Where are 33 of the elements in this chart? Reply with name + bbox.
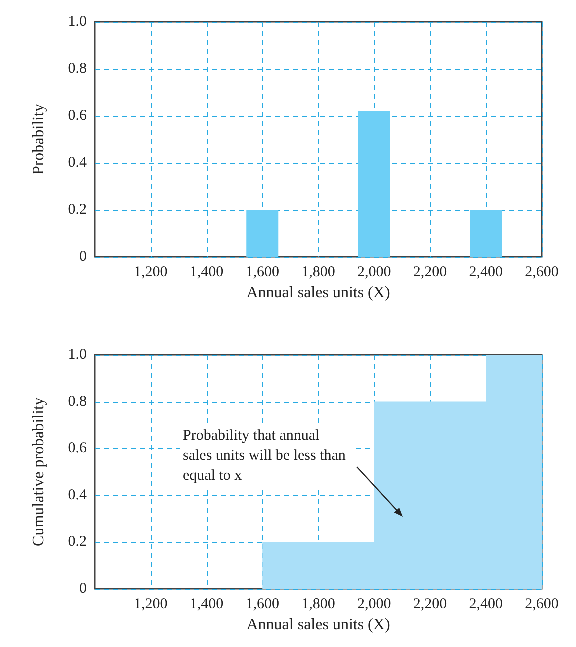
x-tick-label: 1,200 <box>134 596 168 612</box>
x-axis-title: Annual sales units (X) <box>246 616 390 634</box>
y-tick-label: 0.6 <box>68 440 88 457</box>
y-tick-label: 0.2 <box>68 202 87 218</box>
y-tick-label: 0.4 <box>68 487 88 504</box>
x-tick-label: 2,200 <box>413 264 448 280</box>
y-tick-label: 0.8 <box>68 394 87 410</box>
annotation: Probability that annual sales units will be less than equal to x <box>183 428 350 484</box>
x-tick-label: 1,800 <box>302 596 336 612</box>
y-tick-label: 1.0 <box>68 347 87 363</box>
x-tick-label: 2,400 <box>469 264 503 280</box>
x-tick-label: 2,000 <box>358 264 392 280</box>
y-tick-label: 0.4 <box>68 155 88 171</box>
y-tick-label: 0 <box>80 581 87 597</box>
x-tick-label: 2,000 <box>358 596 392 612</box>
y-tick-label: 0 <box>80 249 87 265</box>
y-tick-label: 0.2 <box>68 534 87 550</box>
x-tick-label: 2,400 <box>469 596 503 612</box>
y-tick-label: 0.6 <box>68 108 88 124</box>
x-tick-label: 1,600 <box>246 596 280 612</box>
y-tick-label: 1.0 <box>68 14 87 30</box>
y-tick-label: 0.8 <box>68 61 87 77</box>
x-tick-label: 1,600 <box>246 264 280 280</box>
x-tick-label: 2,200 <box>413 596 448 612</box>
x-tick-label: 2,600 <box>525 264 559 280</box>
x-axis-title: Annual sales units (X) <box>246 284 390 302</box>
x-tick-label: 2,600 <box>525 596 559 612</box>
x-tick-label: 1,400 <box>190 264 224 280</box>
y-axis-title: Cumulative probability <box>30 398 48 546</box>
x-tick-label: 1,800 <box>302 264 336 280</box>
y-axis-title: Probability <box>30 104 48 176</box>
x-tick-label: 1,200 <box>134 264 168 280</box>
x-tick-label: 1,400 <box>190 596 224 612</box>
